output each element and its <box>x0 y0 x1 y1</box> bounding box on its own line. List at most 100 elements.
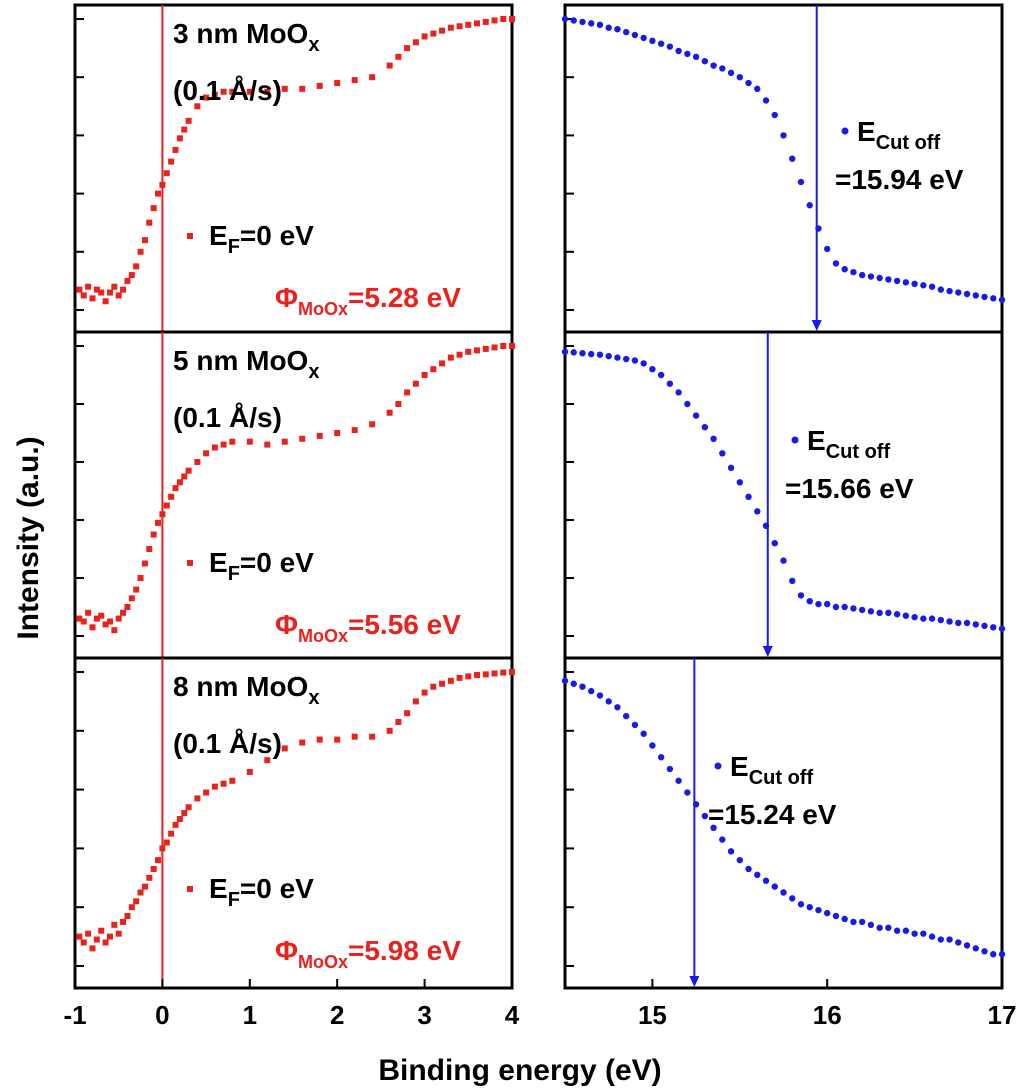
data-point <box>832 603 840 611</box>
data-point <box>762 97 770 104</box>
data-point <box>168 158 175 165</box>
data-point <box>176 479 183 486</box>
cutoff-arrow-head <box>811 320 822 331</box>
data-point <box>316 82 323 89</box>
data-point <box>806 904 813 911</box>
data-point <box>588 20 595 27</box>
data-point <box>692 412 700 419</box>
data-point <box>351 733 358 740</box>
y-axis-label: Intensity (a.u.) <box>12 436 45 639</box>
data-point <box>111 627 118 634</box>
data-point <box>80 292 87 299</box>
data-point <box>920 282 927 289</box>
data-point <box>146 874 153 881</box>
data-point <box>631 721 639 729</box>
data-point <box>509 669 515 675</box>
data-point <box>579 683 586 690</box>
legend-marker <box>187 560 193 566</box>
data-point <box>404 710 411 717</box>
panel-title: 8 nm MoOx <box>173 671 319 709</box>
data-point <box>128 272 135 279</box>
data-point <box>614 704 621 711</box>
cutoff-value: =15.24 eV <box>708 799 837 830</box>
data-point <box>491 344 498 351</box>
data-point <box>972 292 979 299</box>
data-point <box>710 62 717 69</box>
data-point <box>421 689 428 696</box>
data-point <box>710 435 717 442</box>
data-point <box>439 27 446 34</box>
data-point <box>719 65 726 72</box>
panel-right-2: ECut off =15.66 eV <box>561 330 1006 660</box>
data-point <box>133 263 140 270</box>
data-point <box>439 680 446 687</box>
deposition-rate: (0.1 Å/s) <box>173 728 282 759</box>
data-point <box>998 625 1006 632</box>
data-point <box>745 493 752 500</box>
x-axis-label: Binding energy (eV) <box>378 1054 661 1087</box>
panel-right-3: ECut off =15.24 eV <box>561 656 1006 990</box>
data-point <box>666 43 674 50</box>
data-point <box>998 296 1006 304</box>
data-point <box>588 350 595 358</box>
data-point <box>465 673 472 680</box>
panel-frame <box>563 656 1004 990</box>
data-point <box>631 31 639 39</box>
data-point <box>736 74 743 81</box>
data-point <box>736 856 743 864</box>
cutoff-value: =15.94 eV <box>835 164 964 195</box>
data-point <box>128 595 135 602</box>
data-point <box>797 592 805 599</box>
data-point <box>137 889 144 896</box>
data-point <box>771 111 778 119</box>
data-point <box>80 939 87 946</box>
data-point <box>106 618 113 625</box>
data-point <box>780 557 787 564</box>
data-point <box>115 930 122 937</box>
data-point <box>211 91 218 98</box>
data-point <box>824 600 831 608</box>
deposition-rate: (0.1 Å/s) <box>173 75 282 106</box>
data-point <box>211 783 218 790</box>
data-point <box>928 283 936 290</box>
panel-left-2: 5 nm MoOx (0.1 Å/s) EF=0 eV ΦMoOx=5.56 eV <box>73 330 515 660</box>
data-point <box>692 801 700 808</box>
data-point <box>963 942 971 949</box>
data-point <box>412 39 419 46</box>
data-point <box>246 88 253 95</box>
data-point <box>570 17 577 24</box>
panel-title: 5 nm MoOx <box>173 345 319 383</box>
data-point <box>181 126 188 133</box>
data-point <box>120 918 127 925</box>
x-tick-label: 17 <box>988 1000 1017 1030</box>
data-point <box>76 615 83 622</box>
data-point <box>185 804 192 811</box>
x-tick-label: 0 <box>155 1000 169 1030</box>
data-point <box>89 945 96 952</box>
data-point <box>430 683 437 690</box>
data-point <box>281 85 288 92</box>
legend-marker <box>187 233 193 239</box>
panel-frame <box>73 656 514 990</box>
data-point <box>168 493 175 500</box>
data-point <box>163 170 170 177</box>
data-point <box>137 248 144 255</box>
data-point <box>797 901 805 908</box>
data-point <box>657 754 665 761</box>
panel-left-3: 8 nm MoOx (0.1 Å/s) EF=0 eV ΦMoOx=5.98 eV <box>73 656 515 990</box>
data-point <box>351 77 358 84</box>
data-point <box>211 444 218 451</box>
data-point <box>596 692 604 699</box>
data-point <box>867 921 875 929</box>
data-point <box>622 28 630 36</box>
data-point <box>876 924 883 931</box>
data-point <box>395 401 402 407</box>
data-point <box>150 205 157 212</box>
data-point <box>220 88 227 95</box>
data-point <box>386 62 393 69</box>
data-point <box>797 178 805 186</box>
data-point <box>98 927 105 934</box>
x-tick-label: 4 <box>505 1000 520 1030</box>
data-point <box>98 289 105 296</box>
data-point <box>220 441 227 448</box>
